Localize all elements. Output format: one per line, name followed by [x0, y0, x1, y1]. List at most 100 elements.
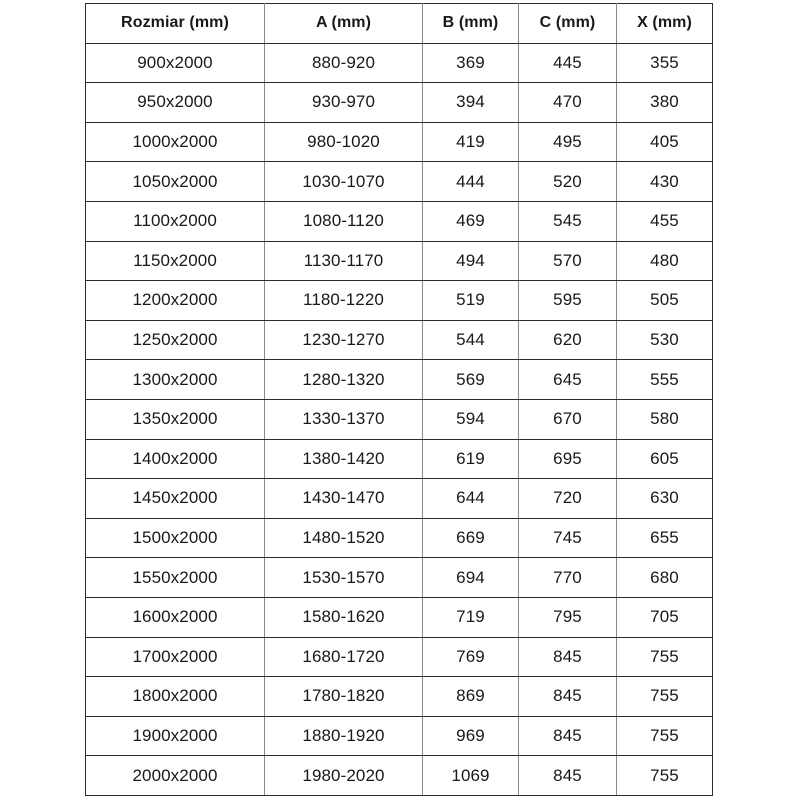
cell-a: 1130-1170: [264, 240, 423, 282]
cell-x: 405: [616, 121, 713, 163]
cell-c: 845: [518, 715, 617, 757]
cell-c: 570: [518, 240, 617, 282]
table-row: 1500x2000 1480-1520 669 745 655: [85, 517, 713, 559]
table-row: 1450x2000 1430-1470 644 720 630: [85, 478, 713, 519]
cell-size: 1550x2000: [85, 557, 265, 598]
cell-size: 1350x2000: [85, 398, 265, 440]
table-row: 1700x2000 1680-1720 769 845 755: [85, 636, 713, 678]
table-row: 1350x2000 1330-1370 594 670 580: [85, 398, 713, 440]
cell-size: 1300x2000: [85, 359, 265, 400]
table-row: 1000x2000 980-1020 419 495 405: [85, 121, 713, 163]
cell-size: 1100x2000: [85, 200, 265, 242]
column-header-a: A (mm): [264, 3, 423, 44]
cell-b: 494: [422, 240, 519, 282]
cell-x: 705: [616, 596, 713, 638]
cell-c: 845: [518, 636, 617, 678]
table-header: Rozmiar (mm) A (mm) B (mm) C (mm) X (mm): [85, 3, 713, 44]
cell-a: 1180-1220: [264, 280, 423, 321]
cell-x: 755: [616, 636, 713, 678]
cell-b: 369: [422, 42, 519, 84]
cell-x: 555: [616, 359, 713, 400]
cell-a: 1530-1570: [264, 557, 423, 598]
cell-a: 1480-1520: [264, 517, 423, 559]
cell-a: 1030-1070: [264, 161, 423, 202]
cell-a: 1380-1420: [264, 438, 423, 480]
table-row: 2000x2000 1980-2020 1069 845 755: [85, 755, 713, 796]
cell-c: 845: [518, 755, 617, 796]
cell-size: 1000x2000: [85, 121, 265, 163]
cell-b: 569: [422, 359, 519, 400]
cell-a: 1880-1920: [264, 715, 423, 757]
cell-x: 505: [616, 280, 713, 321]
cell-size: 1050x2000: [85, 161, 265, 202]
column-header-x: X (mm): [616, 3, 713, 44]
cell-b: 519: [422, 280, 519, 321]
cell-size: 950x2000: [85, 82, 265, 123]
cell-c: 720: [518, 478, 617, 519]
cell-size: 1600x2000: [85, 596, 265, 638]
cell-b: 644: [422, 478, 519, 519]
cell-size: 1150x2000: [85, 240, 265, 282]
cell-x: 580: [616, 398, 713, 440]
cell-b: 619: [422, 438, 519, 480]
cell-x: 755: [616, 715, 713, 757]
cell-x: 530: [616, 319, 713, 361]
column-header-c: C (mm): [518, 3, 617, 44]
cell-size: 1700x2000: [85, 636, 265, 678]
cell-b: 1069: [422, 755, 519, 796]
cell-size: 2000x2000: [85, 755, 265, 796]
cell-x: 355: [616, 42, 713, 84]
cell-c: 745: [518, 517, 617, 559]
cell-a: 1780-1820: [264, 676, 423, 717]
cell-x: 430: [616, 161, 713, 202]
cell-a: 930-970: [264, 82, 423, 123]
cell-c: 670: [518, 398, 617, 440]
table-row: 1600x2000 1580-1620 719 795 705: [85, 596, 713, 638]
cell-a: 980-1020: [264, 121, 423, 163]
cell-b: 419: [422, 121, 519, 163]
cell-size: 1200x2000: [85, 280, 265, 321]
cell-b: 769: [422, 636, 519, 678]
cell-size: 1250x2000: [85, 319, 265, 361]
cell-a: 1230-1270: [264, 319, 423, 361]
cell-a: 1330-1370: [264, 398, 423, 440]
cell-x: 455: [616, 200, 713, 242]
cell-c: 770: [518, 557, 617, 598]
cell-x: 655: [616, 517, 713, 559]
cell-b: 719: [422, 596, 519, 638]
dimension-spec-table: Rozmiar (mm) A (mm) B (mm) C (mm) X (mm) 900…: [85, 3, 713, 796]
table-row: 1200x2000 1180-1220 519 595 505: [85, 280, 713, 321]
table-row: 900x2000 880-920 369 445 355: [85, 42, 713, 84]
table-row: 1400x2000 1380-1420 619 695 605: [85, 438, 713, 480]
column-header-size: Rozmiar (mm): [85, 3, 265, 44]
table-row: 1050x2000 1030-1070 444 520 430: [85, 161, 713, 202]
cell-a: 1580-1620: [264, 596, 423, 638]
cell-b: 869: [422, 676, 519, 717]
cell-c: 645: [518, 359, 617, 400]
cell-x: 380: [616, 82, 713, 123]
cell-size: 1400x2000: [85, 438, 265, 480]
table-row: 950x2000 930-970 394 470 380: [85, 82, 713, 123]
table-row: 1100x2000 1080-1120 469 545 455: [85, 200, 713, 242]
cell-x: 755: [616, 755, 713, 796]
cell-c: 620: [518, 319, 617, 361]
table-header-row: Rozmiar (mm) A (mm) B (mm) C (mm) X (mm): [85, 3, 713, 44]
cell-a: 1980-2020: [264, 755, 423, 796]
cell-b: 669: [422, 517, 519, 559]
cell-x: 755: [616, 676, 713, 717]
cell-c: 445: [518, 42, 617, 84]
cell-b: 444: [422, 161, 519, 202]
cell-a: 1430-1470: [264, 478, 423, 519]
cell-x: 630: [616, 478, 713, 519]
cell-c: 595: [518, 280, 617, 321]
cell-x: 680: [616, 557, 713, 598]
cell-a: 1080-1120: [264, 200, 423, 242]
table-row: 1800x2000 1780-1820 869 845 755: [85, 676, 713, 717]
table-row: 1300x2000 1280-1320 569 645 555: [85, 359, 713, 400]
cell-size: 900x2000: [85, 42, 265, 84]
cell-c: 495: [518, 121, 617, 163]
table-body: 900x2000 880-920 369 445 355 950x2000 930-970 3…: [85, 42, 713, 796]
cell-b: 544: [422, 319, 519, 361]
cell-size: 1800x2000: [85, 676, 265, 717]
